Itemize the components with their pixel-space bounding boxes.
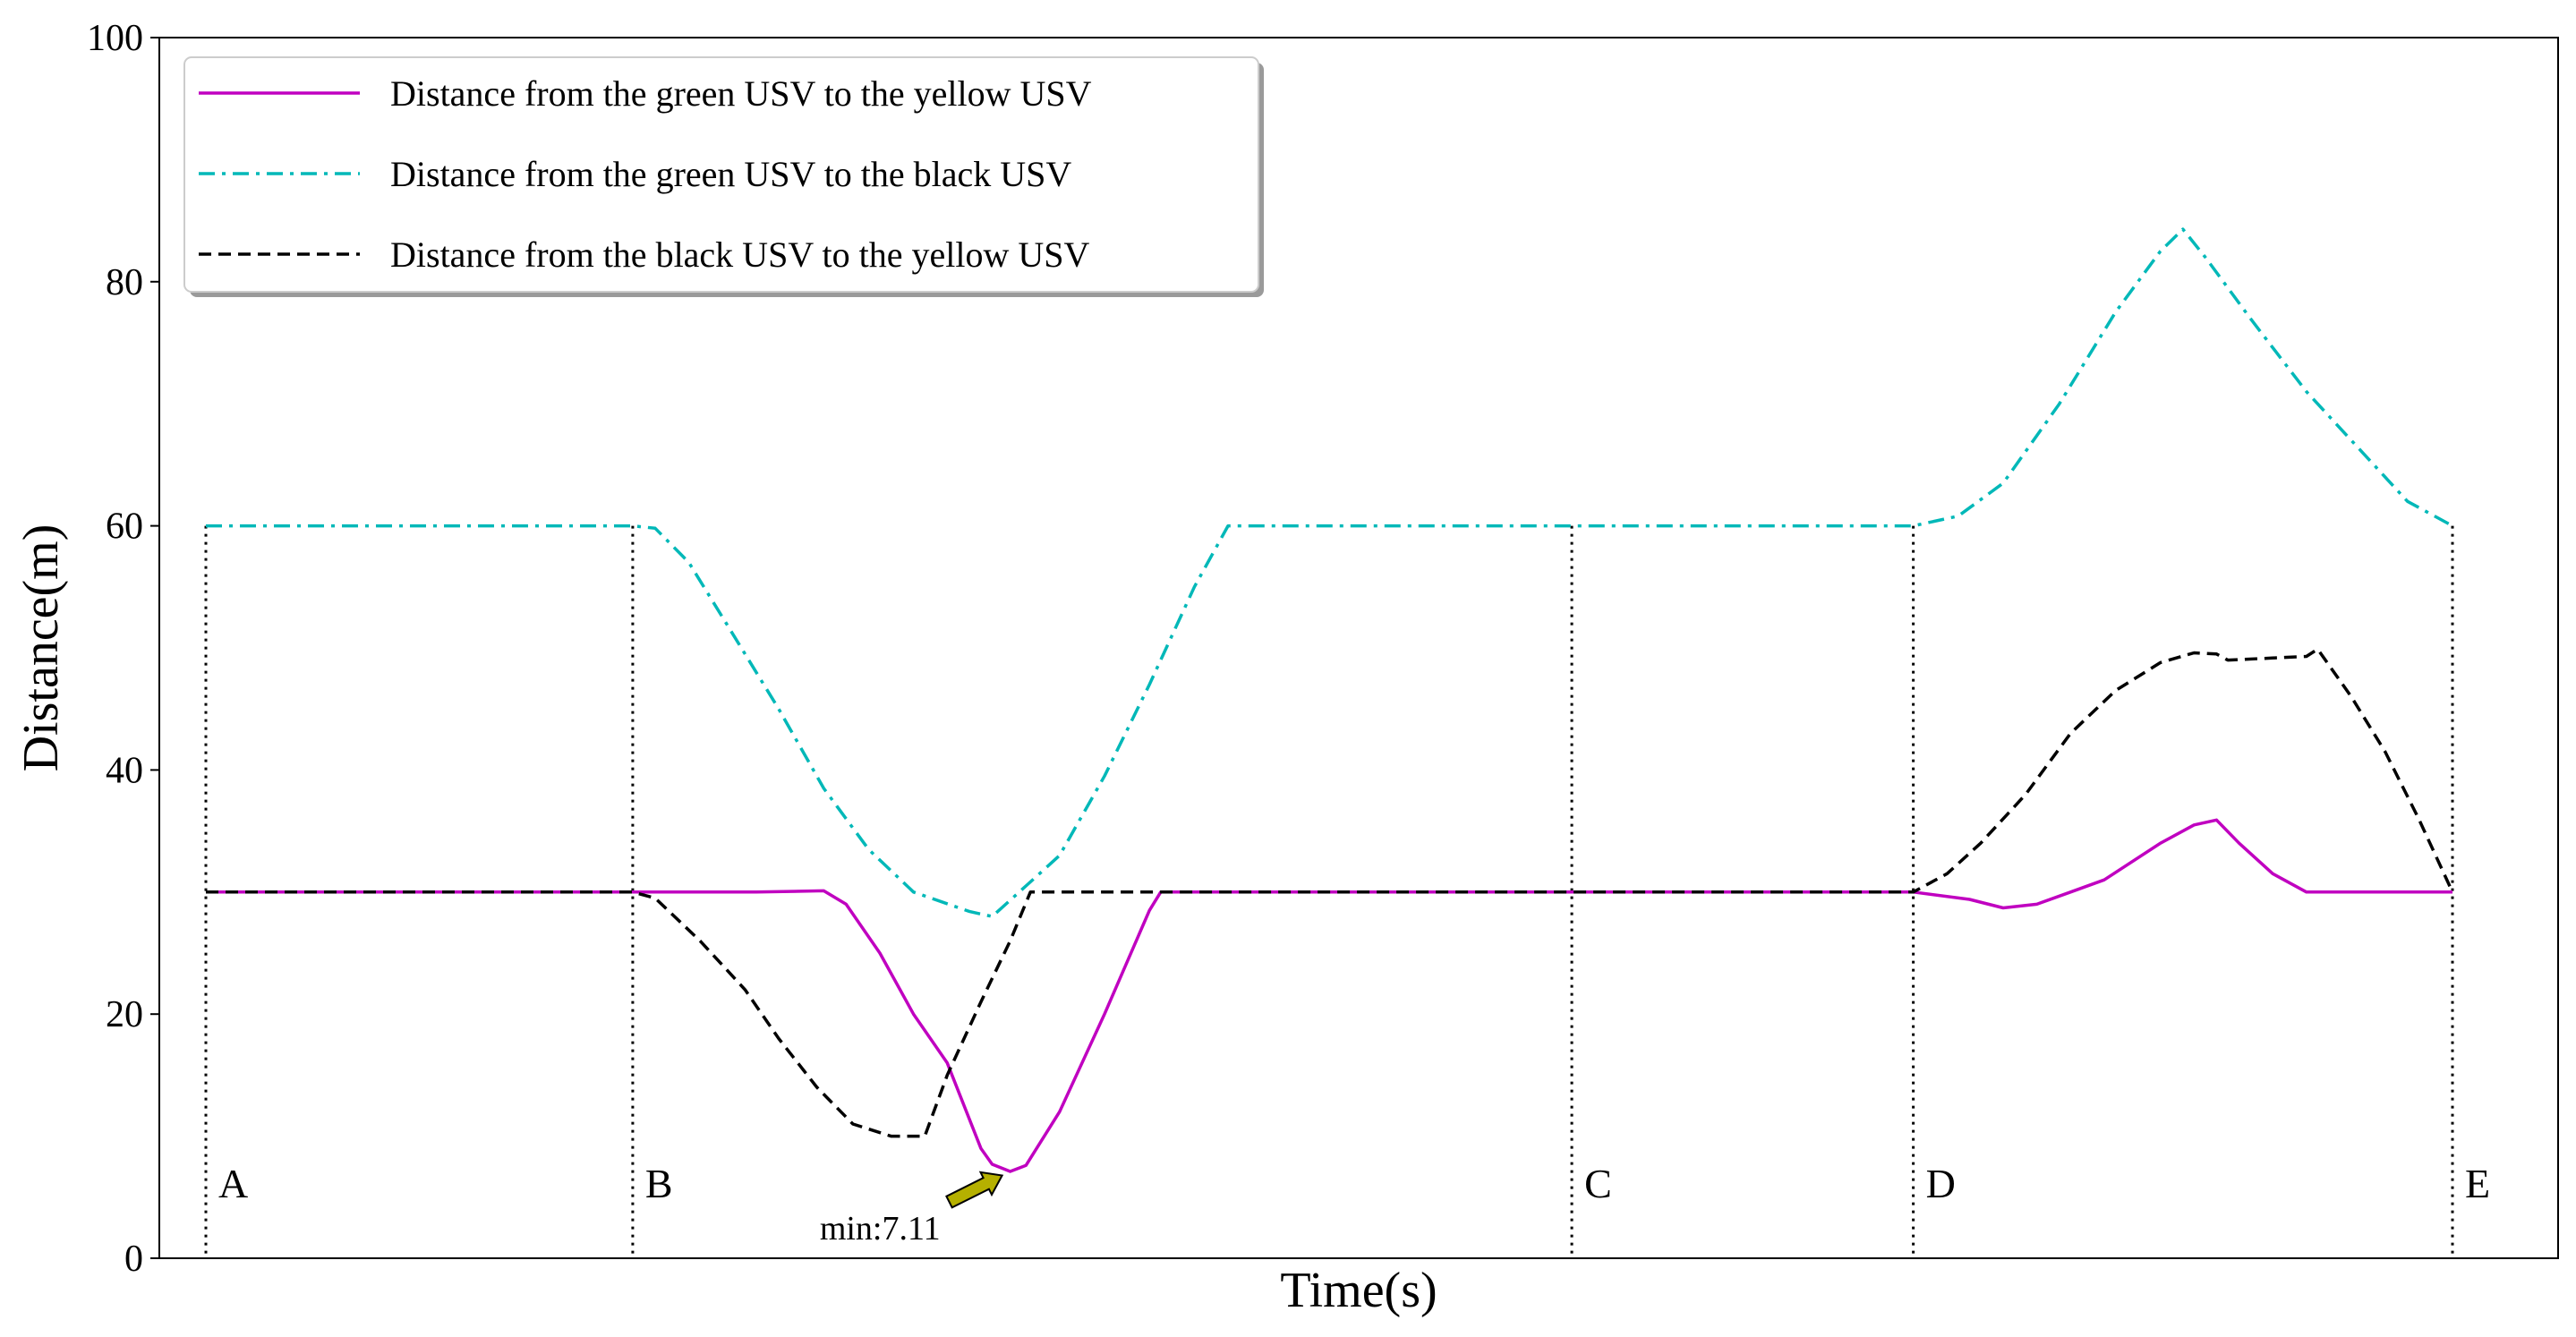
legend-label-2: Distance from the green USV to the black…: [390, 154, 1071, 194]
phase-label-b: B: [645, 1161, 673, 1206]
legend-label-1: Distance from the green USV to the yello…: [390, 73, 1092, 114]
legend-box: [183, 56, 1259, 293]
y-tick-label: 80: [106, 262, 143, 303]
legend-label-3: Distance from the black USV to the yello…: [390, 234, 1089, 275]
y-tick-label: 0: [124, 1239, 143, 1280]
y-axis-title: Distance(m): [13, 524, 69, 772]
min-arrow-icon: [945, 1171, 1004, 1209]
plot-frame: [158, 37, 2559, 1259]
y-tick-label: 60: [106, 507, 143, 548]
x-axis-title: Time(s): [1280, 1263, 1437, 1318]
y-tick-label: 100: [87, 18, 143, 59]
y-tick-label: 20: [106, 994, 143, 1035]
min-annotation: min:7.11: [820, 1210, 941, 1248]
phase-label-c: C: [1584, 1161, 1612, 1206]
phase-label-e: E: [2465, 1161, 2490, 1206]
series-line-1: [206, 818, 2452, 1173]
y-tick-label: 40: [106, 750, 143, 791]
series-line-2: [206, 227, 2453, 918]
phase-label-a: A: [218, 1161, 248, 1206]
series-line-3: [206, 647, 2454, 1138]
phase-label-d: D: [1926, 1161, 1956, 1206]
